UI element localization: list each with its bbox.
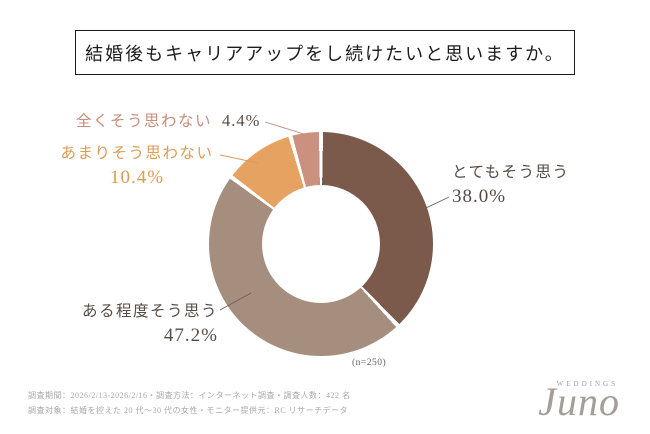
- segment-label: とてもそう思う: [452, 164, 570, 181]
- segment-value: 10.4%: [109, 167, 165, 188]
- sample-size-label: (n=250): [352, 358, 387, 368]
- segment-callout-aru: ある程度そう思う 47.2%: [55, 299, 218, 347]
- segment-label: ある程度そう思う: [81, 303, 218, 320]
- leader-line-zenku: [264, 121, 305, 135]
- segment-callout-amari: あまりそう思わない 10.4%: [58, 141, 216, 189]
- segment-callout-totemo: とてもそう思う 38.0%: [452, 160, 569, 208]
- segment-value: 38.0%: [452, 186, 507, 207]
- survey-note-line1: 調査期間：2026/2/13-2026/2/16・調査方法：インターネット調査・…: [28, 391, 351, 401]
- segment-label: あまりそう思わない: [60, 145, 214, 162]
- chart-title: 結婚後もキャリアアップをし続けたいと思いますか。: [75, 30, 575, 75]
- juno-weddings-logo: WEDDINGS Juno: [538, 380, 620, 424]
- logo-brand: Juno: [538, 379, 620, 424]
- survey-note-line2: 調査対象：結婚を控えた 20 代～30 代の女性・モニター提供元：RC リサーチ…: [28, 405, 349, 415]
- segment-value: 47.2%: [163, 325, 218, 346]
- segment-label: 全くそう思わない: [76, 113, 213, 130]
- segment-callout-zenku: 全くそう思わない 4.4%: [76, 109, 260, 131]
- logo-tagline: WEDDINGS: [556, 380, 618, 388]
- survey-notes: 調査期間：2026/2/13-2026/2/16・調査方法：インターネット調査・…: [28, 389, 351, 418]
- leader-line-totemo: [425, 196, 450, 209]
- segment-value: 4.4%: [222, 111, 261, 130]
- donut-chart: [209, 132, 433, 356]
- donut-hole: [262, 185, 380, 303]
